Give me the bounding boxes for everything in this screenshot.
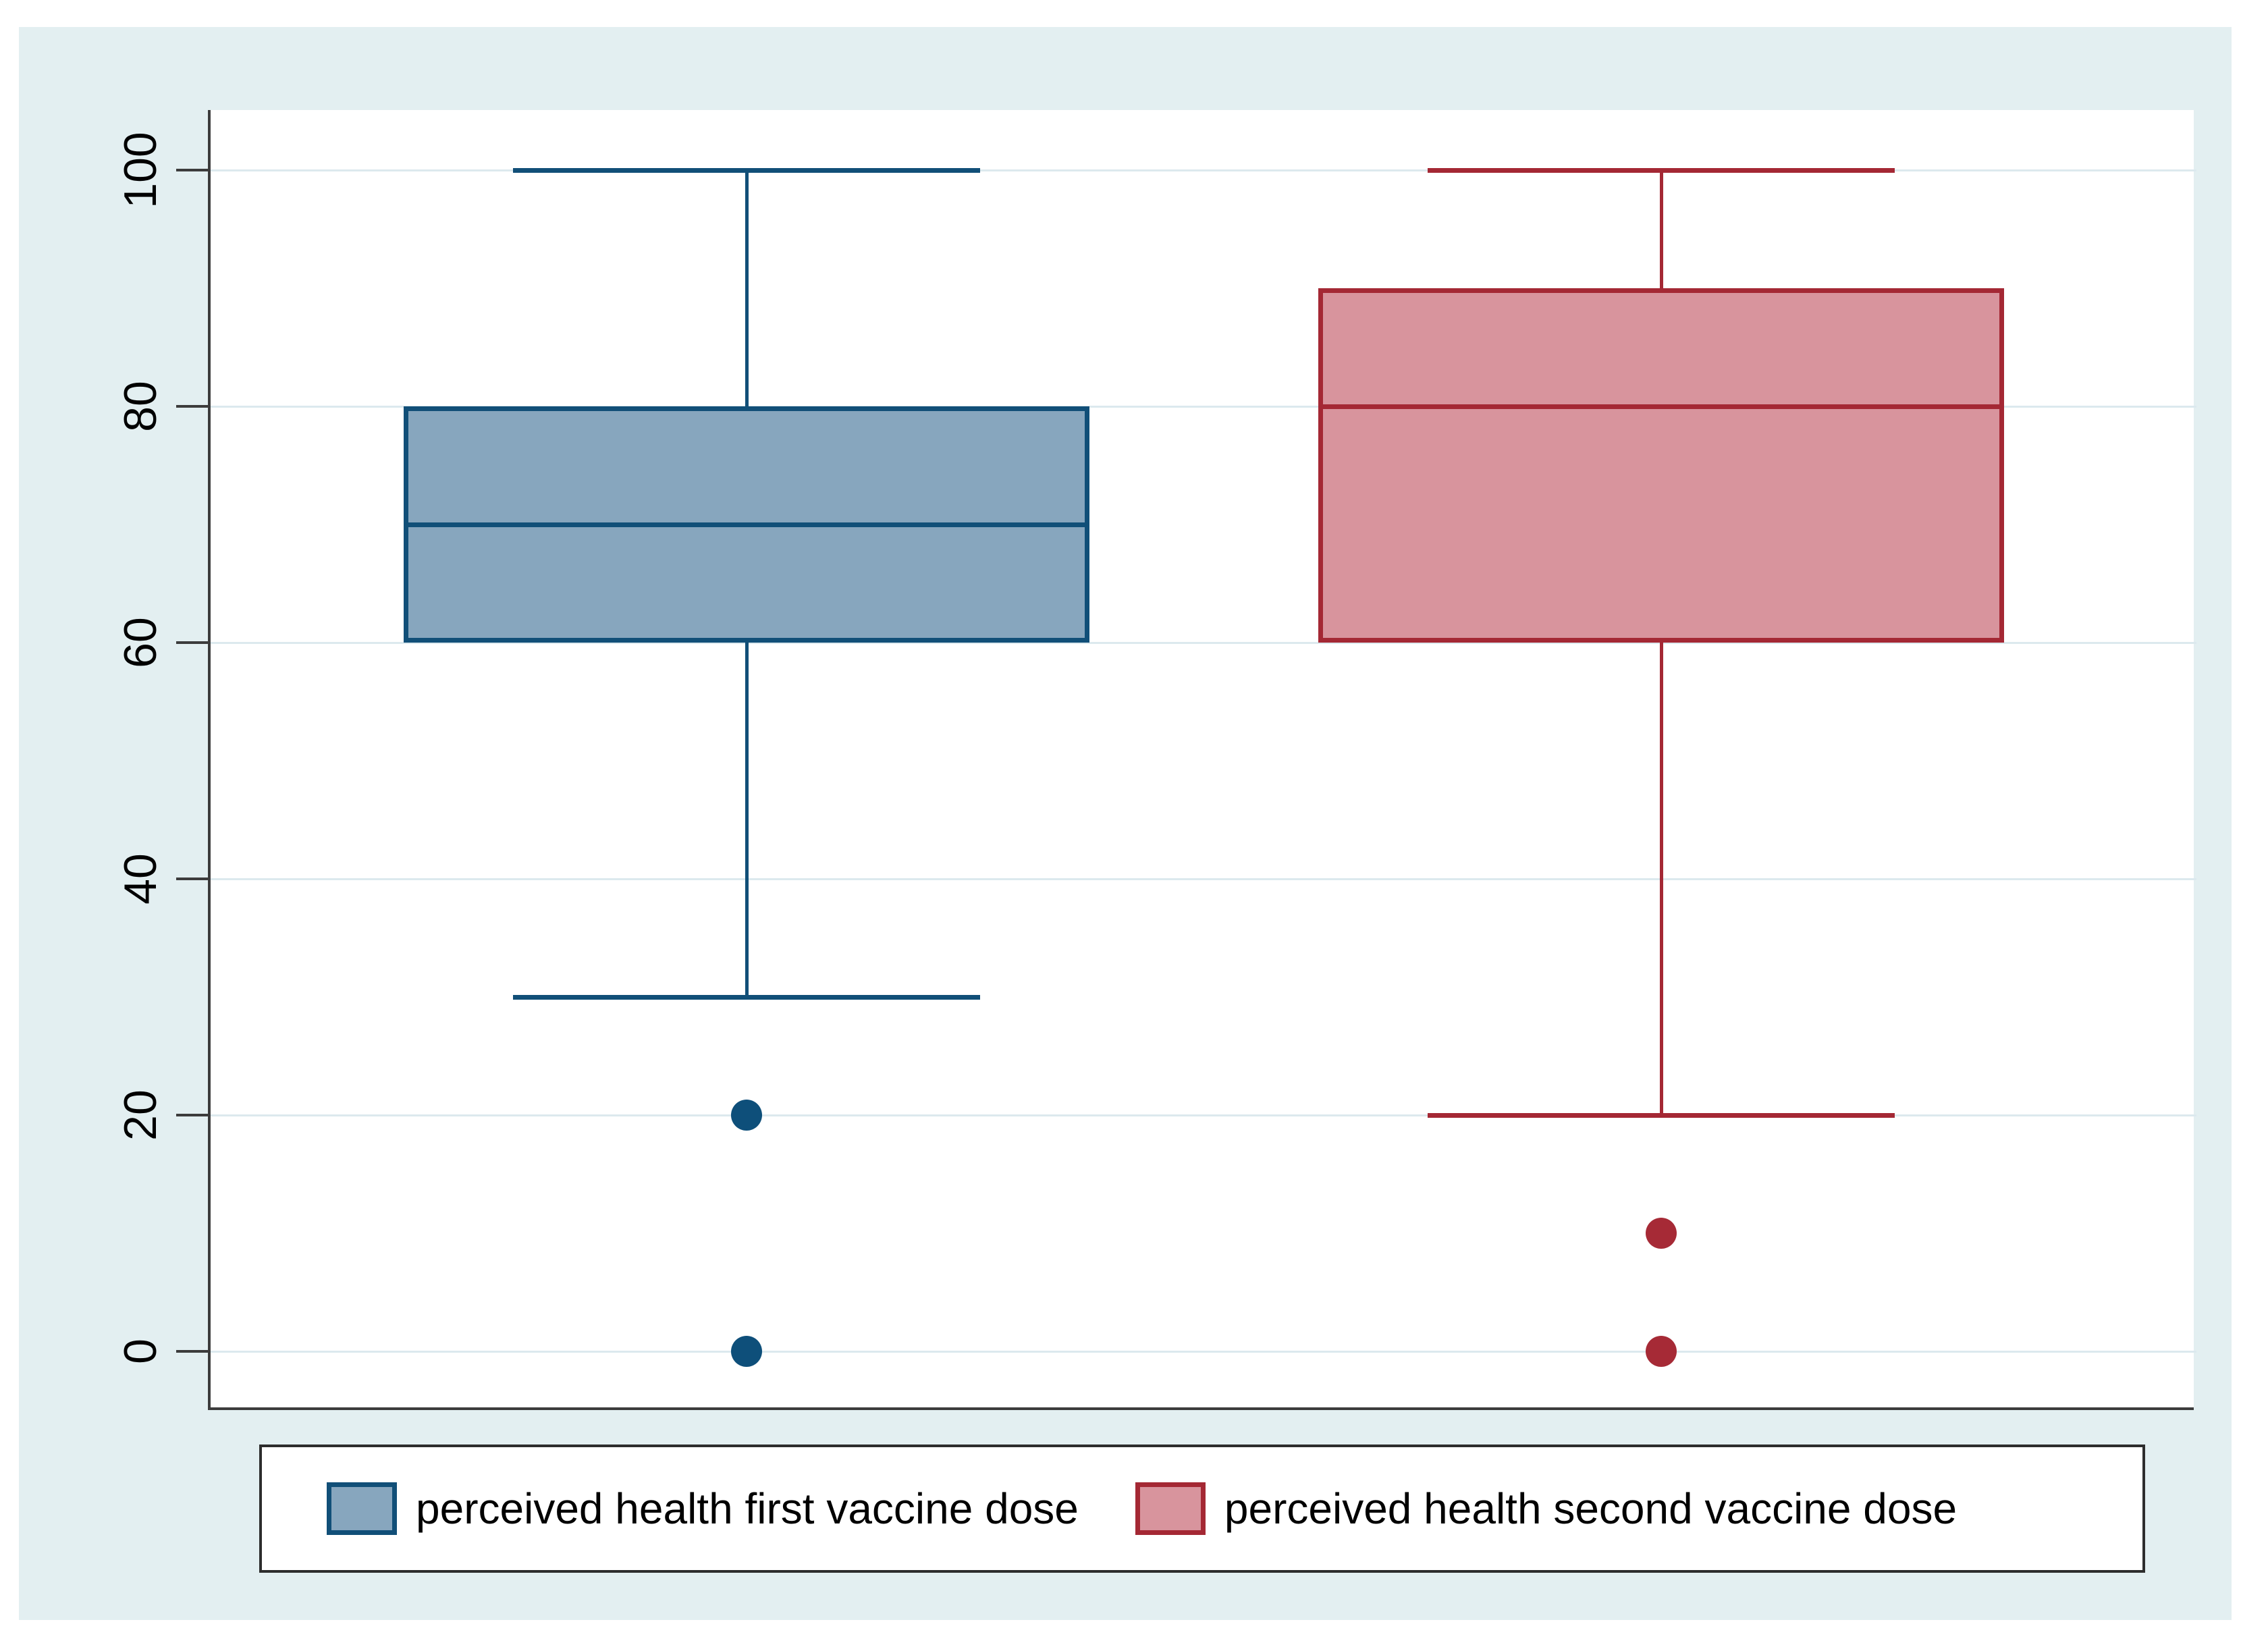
lower-whisker-second-dose	[1659, 643, 1663, 1115]
outlier-dot-first-dose-20	[731, 1100, 762, 1131]
gridline-40	[211, 878, 2196, 880]
median-line-second-dose	[1318, 404, 2004, 409]
gridline-0	[211, 1350, 2196, 1353]
y-axis-tick-60	[176, 641, 208, 644]
plot-area: 0 20 40 60 80 100	[115, 110, 2196, 1410]
box-second-dose	[1318, 288, 2004, 643]
figure-panel-background: 0 20 40 60 80 100 perceived health first vacc…	[19, 27, 2232, 1620]
gridline-100	[211, 169, 2196, 171]
y-axis-tick-label-80: 80	[115, 381, 166, 432]
legend-swatch-second-dose	[1135, 1482, 1206, 1535]
gridline-80	[211, 405, 2196, 408]
legend-label-second-dose: perceived health second vaccine dose	[1224, 1484, 1958, 1533]
lower-whisker-cap-second-dose	[1428, 1112, 1895, 1118]
median-line-first-dose	[404, 522, 1089, 527]
outlier-dot-second-dose-0	[1646, 1336, 1677, 1367]
lower-whisker-first-dose	[745, 643, 749, 997]
upper-whisker-cap-second-dose	[1428, 167, 1895, 173]
upper-whisker-second-dose	[1659, 170, 1663, 288]
outlier-dot-second-dose-10	[1646, 1218, 1677, 1249]
y-axis-tick-label-100: 100	[115, 132, 166, 209]
lower-whisker-cap-first-dose	[513, 994, 980, 1000]
upper-whisker-first-dose	[745, 170, 749, 406]
y-axis-tick-label-60: 60	[115, 617, 166, 668]
y-axis-tick-label-0: 0	[115, 1339, 166, 1364]
legend-label-first-dose: perceived health first vaccine dose	[416, 1484, 1079, 1533]
gridline-60	[211, 641, 2196, 644]
y-axis-tick-80	[176, 405, 208, 408]
y-axis-tick-40	[176, 878, 208, 880]
y-axis-tick-0	[176, 1350, 208, 1353]
legend-box: perceived health first vaccine dose perc…	[259, 1444, 2145, 1573]
y-axis-tick-20	[176, 1114, 208, 1116]
legend-entry-second-dose: perceived health second vaccine dose	[1135, 1482, 1957, 1535]
y-axis-tick-label-40: 40	[115, 853, 166, 905]
legend-swatch-first-dose	[327, 1482, 397, 1535]
upper-whisker-cap-first-dose	[513, 167, 980, 173]
gridline-20	[211, 1114, 2196, 1116]
y-axis-tick-100	[176, 169, 208, 171]
legend-entry-first-dose: perceived health first vaccine dose	[327, 1482, 1079, 1535]
outlier-dot-first-dose-0	[731, 1336, 762, 1367]
y-axis-tick-label-20: 20	[115, 1089, 166, 1141]
